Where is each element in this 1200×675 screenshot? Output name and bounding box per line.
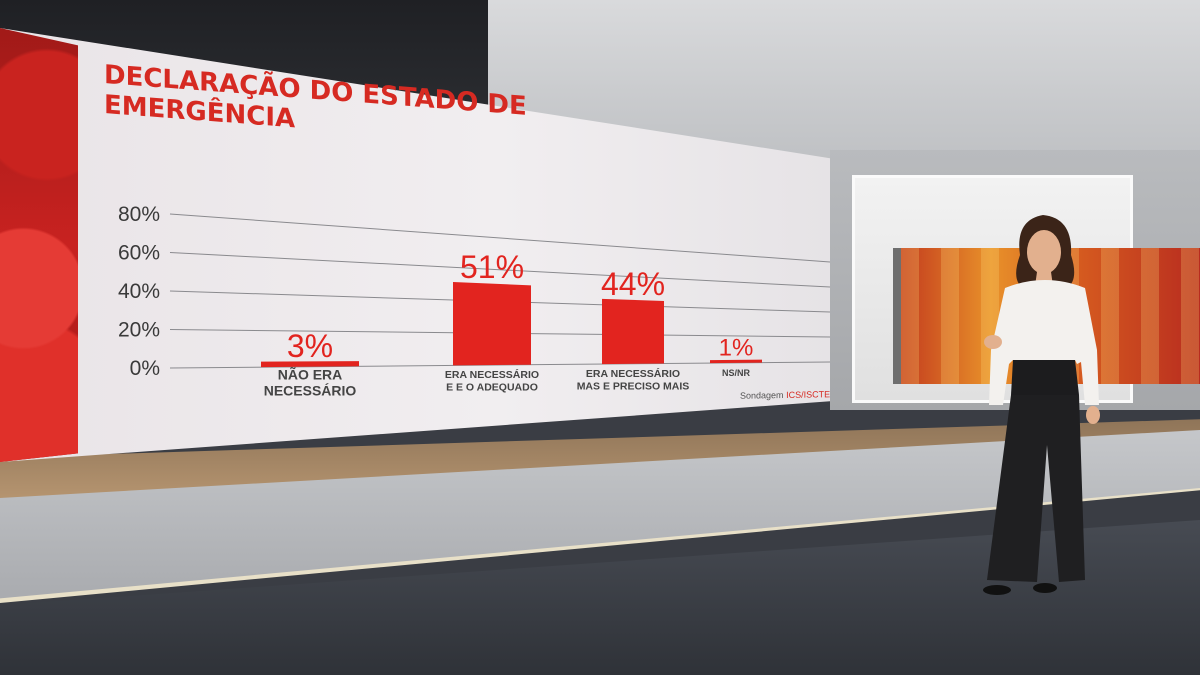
category-label: ERA NECESSÁRIO xyxy=(445,368,539,381)
presenter xyxy=(983,215,1100,595)
y-tick-label: 0% xyxy=(130,357,160,380)
category-label: NÃO ERA xyxy=(278,366,343,383)
bar xyxy=(602,298,664,365)
bar-value-label: 44% xyxy=(601,266,665,302)
category-label: NS/NR xyxy=(722,368,751,378)
y-tick-label: 20% xyxy=(118,319,160,342)
source-credit: Sondagem ICS/ISCTE xyxy=(740,389,830,401)
y-axis-ticks: 80% 60% 40% 20% 0% xyxy=(118,203,160,380)
source-brand: ICS/ISCTE xyxy=(786,389,831,400)
y-tick-label: 80% xyxy=(118,203,160,226)
value-labels: 3% 51% 44% 1% xyxy=(287,249,753,364)
bar-value-label: 3% xyxy=(287,328,333,364)
gridline xyxy=(169,252,831,288)
y-tick-label: 60% xyxy=(118,242,160,265)
gridline xyxy=(169,213,831,263)
chart-bars xyxy=(261,282,762,368)
bar-value-label: 1% xyxy=(719,335,754,362)
category-label: MAS E PRECISO MAIS xyxy=(577,380,690,392)
category-label: ERA NECESSÁRIO xyxy=(586,367,680,380)
bar xyxy=(710,359,762,364)
bar-value-label: 51% xyxy=(460,249,524,285)
category-label: NECESSÁRIO xyxy=(264,383,357,399)
source-prefix: Sondagem xyxy=(740,390,784,401)
bar xyxy=(261,361,359,368)
video-wall-graphic xyxy=(0,28,78,462)
y-tick-label: 40% xyxy=(118,280,160,303)
category-label: E E O ADEQUADO xyxy=(446,382,538,394)
bar xyxy=(453,282,531,366)
